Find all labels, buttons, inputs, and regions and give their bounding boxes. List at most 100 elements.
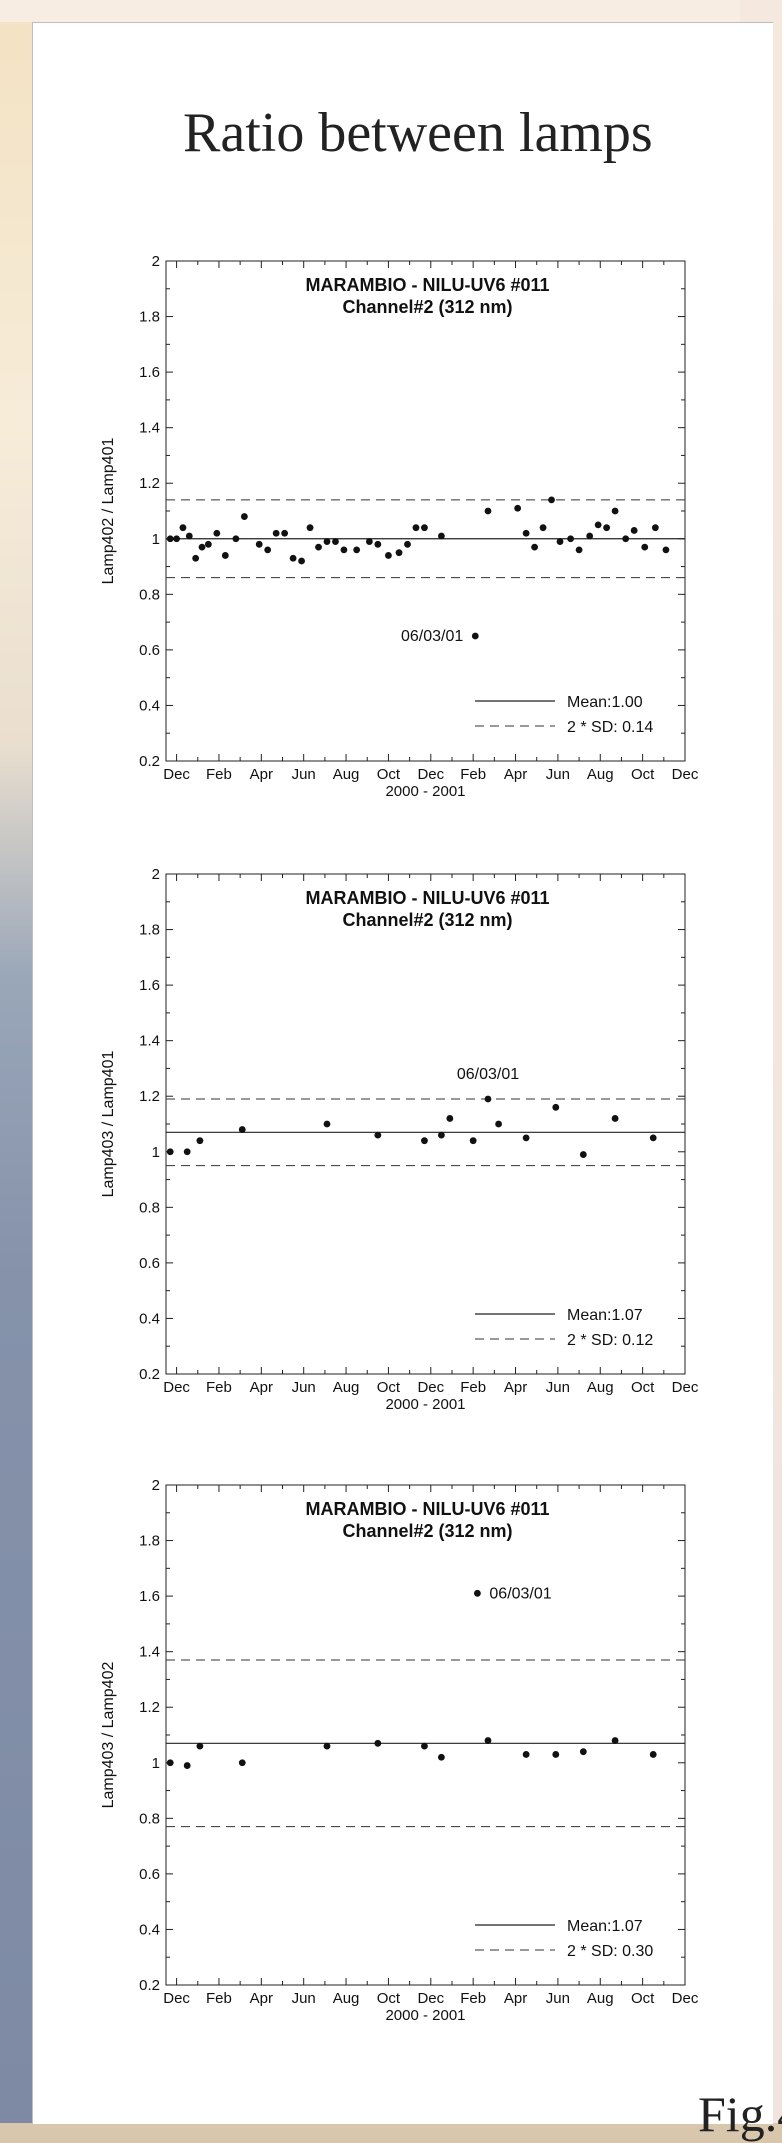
data-point [238, 1126, 246, 1133]
figure-label: Fig.4 [698, 2086, 782, 2142]
data-point [365, 538, 373, 545]
data-point [567, 535, 575, 543]
plot-frame [165, 873, 686, 1375]
chart-subtitle: Channel#2 (312 nm) [342, 910, 512, 930]
y-tick-label: 1.8 [139, 309, 160, 326]
legend-sd-label: 2 * SD: 0.14 [567, 719, 653, 736]
data-point [166, 1148, 174, 1156]
legend-mean-label: Mean:1.07 [567, 1307, 643, 1324]
data-point [421, 524, 428, 532]
data-point [185, 532, 193, 540]
y-tick-label: 1.4 [139, 1033, 160, 1050]
y-tick-label: 1 [152, 1144, 160, 1161]
data-point [556, 538, 564, 545]
data-point [552, 1751, 560, 1758]
data-point [404, 540, 411, 548]
y-tick-label: 0.2 [139, 1977, 160, 1994]
y-tick-label: 1 [152, 531, 160, 548]
x-tick-label: Jun [546, 766, 570, 783]
x-tick-label: Apr [250, 1379, 273, 1396]
data-point [323, 538, 331, 545]
data-point [374, 1739, 382, 1747]
data-point [238, 1759, 246, 1767]
slide-panel: Ratio between lamps 0.2 0.4 0.6 0.8 1 1.2 1.4 1… [32, 22, 782, 2142]
x-tick-label: Dec [163, 766, 190, 783]
data-point [586, 532, 594, 540]
y-tick-label: 0.8 [139, 1199, 160, 1216]
data-point [421, 1742, 428, 1750]
y-tick-label: 1.4 [139, 1644, 160, 1661]
legend-sd-label: 2 * SD: 0.30 [567, 1943, 653, 1960]
data-point [649, 1751, 657, 1758]
y-tick-label: 1.2 [139, 475, 160, 492]
y-axis-label: Lamp402 / Lamp401 [100, 438, 117, 585]
y-tick-label: 0.2 [139, 753, 160, 770]
x-tick-label: Aug [333, 1379, 360, 1396]
x-tick-label: Dec [163, 1379, 190, 1396]
x-tick-label: Apr [250, 1990, 273, 2007]
data-point [192, 554, 200, 562]
data-point [221, 552, 229, 559]
data-point [173, 535, 180, 543]
data-point [196, 1742, 204, 1750]
chart-title: MARAMBIO - NILU-UV6 #011 [305, 275, 549, 295]
x-axis-label: 2000 - 2001 [385, 2007, 465, 2024]
y-tick-label: 1.4 [139, 420, 160, 437]
data-point [611, 1115, 619, 1122]
x-tick-label: Feb [206, 1379, 232, 1396]
data-point [522, 529, 530, 537]
y-tick-label: 2 [152, 1477, 160, 1494]
x-tick-label: Dec [672, 1990, 699, 2007]
data-point [484, 1737, 492, 1744]
chart-lamp403-lamp401: 0.2 0.4 0.6 0.8 1 1.2 1.4 1.6 1.8 2 Dec Feb Apr Jun Au… [100, 866, 699, 1413]
data-point [340, 546, 348, 554]
data-point [385, 552, 392, 559]
data-point [353, 546, 361, 554]
data-point [323, 1742, 331, 1750]
x-tick-label: Jun [546, 1990, 570, 2007]
data-point [471, 632, 479, 640]
data-point [255, 540, 263, 548]
data-point [240, 513, 248, 520]
data-point [662, 546, 670, 554]
y-tick-label: 1.6 [139, 1588, 160, 1605]
data-point [306, 524, 314, 532]
data-point [298, 557, 305, 565]
x-tick-label: Oct [631, 1379, 655, 1396]
data-point [179, 524, 187, 532]
chart-lamp403-lamp402: 0.2 0.4 0.6 0.8 1 1.2 1.4 1.6 1.8 2 Dec Feb Apr Jun Au… [100, 1477, 699, 2024]
x-tick-label: Jun [546, 1379, 570, 1396]
x-tick-label: Dec [417, 766, 444, 783]
chart-subtitle: Channel#2 (312 nm) [342, 1521, 512, 1541]
data-point [522, 1134, 530, 1142]
data-point [395, 549, 403, 557]
x-tick-label: Dec [672, 766, 699, 783]
data-point [437, 532, 445, 540]
y-tick-label: 2 [152, 253, 160, 270]
data-point [272, 529, 280, 537]
y-tick-label: 1.6 [139, 977, 160, 994]
data-point [495, 1120, 502, 1128]
data-point [332, 538, 339, 545]
y-tick-label: 1.2 [139, 1699, 160, 1716]
data-point [579, 1748, 587, 1756]
x-tick-label: Jun [292, 1990, 316, 2007]
y-axis-label: Lamp403 / Lamp402 [100, 1662, 117, 1809]
data-point [531, 543, 538, 551]
chart-title: MARAMBIO - NILU-UV6 #011 [305, 888, 549, 908]
data-point [611, 1737, 619, 1744]
y-tick-label: 1 [152, 1755, 160, 1772]
data-point [281, 529, 289, 537]
plot-frame [165, 260, 686, 762]
data-point [484, 507, 492, 515]
legend-sd-label: 2 * SD: 0.12 [567, 1332, 653, 1349]
data-point [315, 543, 322, 551]
x-tick-label: Apr [504, 1990, 527, 2007]
data-point [232, 535, 240, 543]
y-tick-label: 1.2 [139, 1088, 160, 1105]
y-tick-label: 0.2 [139, 1366, 160, 1383]
data-point [264, 546, 272, 554]
x-tick-label: Aug [587, 1379, 614, 1396]
x-tick-label: Oct [377, 766, 401, 783]
data-point [539, 524, 547, 532]
